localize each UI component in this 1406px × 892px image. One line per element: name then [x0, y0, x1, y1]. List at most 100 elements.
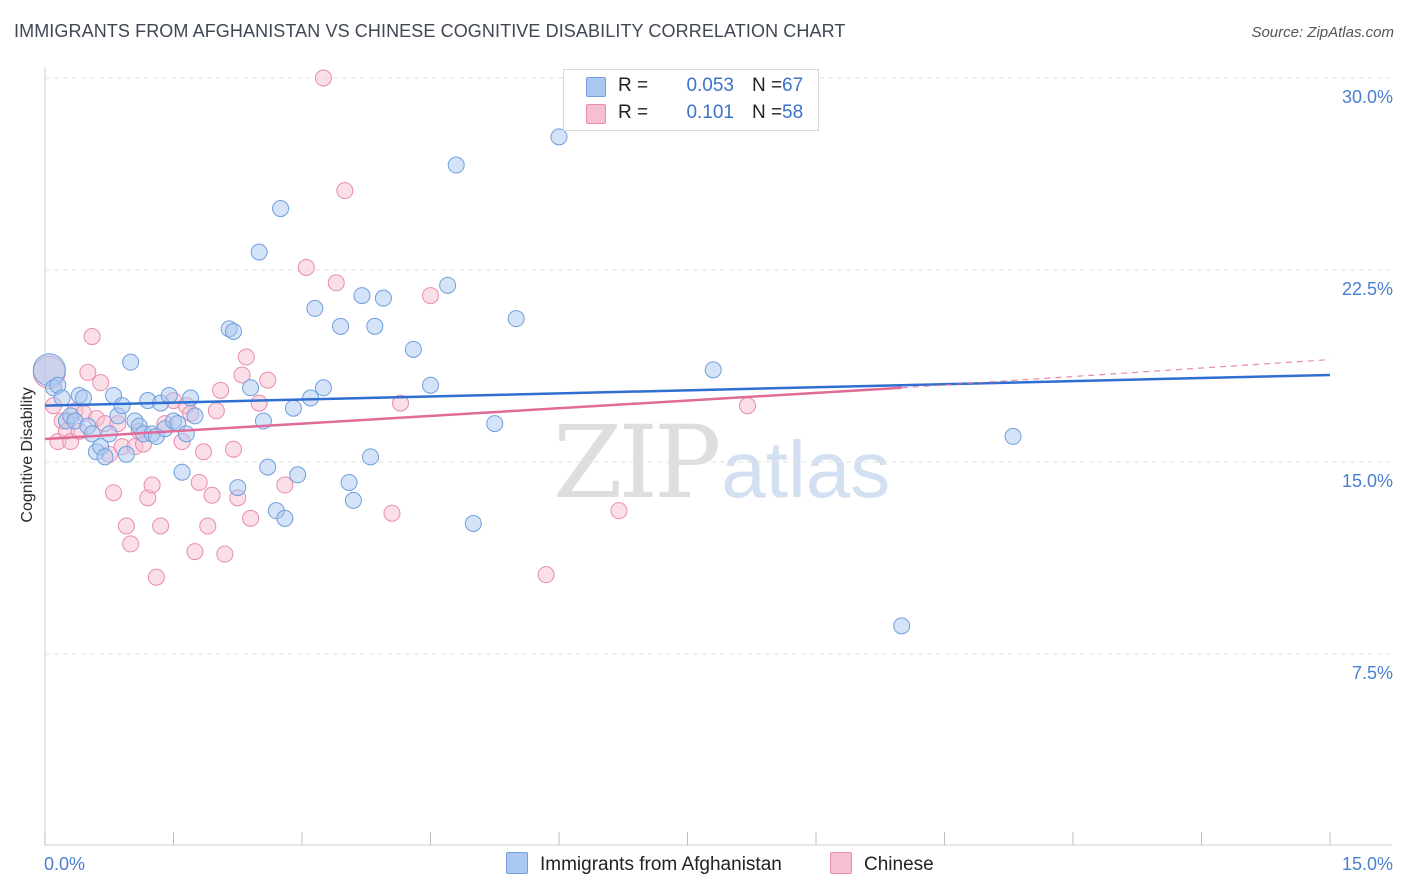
chinese-point	[610, 502, 628, 520]
chinese-point	[250, 394, 268, 412]
afghanistan-point	[439, 276, 457, 294]
chinese-point	[237, 348, 255, 366]
chinese-point	[143, 476, 161, 494]
afghanistan-point	[422, 376, 439, 394]
afghanistan-point	[550, 128, 568, 146]
afghanistan-point	[353, 287, 371, 305]
afghanistan-point	[332, 317, 350, 335]
bottom-legend-afghanistan: Immigrants from Afghanistan	[506, 852, 782, 876]
afghanistan-point	[83, 425, 101, 443]
afghanistan-point	[117, 445, 135, 463]
legend-n-value: 67	[782, 75, 804, 96]
legend-r-label: R =	[618, 75, 649, 96]
x-tick-label: 15.0%	[1342, 854, 1393, 874]
chinese-point	[199, 517, 217, 535]
y-tick-label: 15.0%	[1342, 471, 1393, 491]
axes	[44, 67, 1392, 846]
y-tick-label: 30.0%	[1342, 87, 1393, 107]
afghanistan-point	[893, 617, 911, 635]
chinese-point	[276, 476, 294, 494]
chinese-point	[152, 517, 170, 535]
bottom-legend-label: Immigrants from Afghanistan	[540, 854, 782, 875]
chinese-point	[203, 486, 221, 504]
chinese-point	[259, 371, 277, 389]
chinese-point	[422, 287, 439, 305]
afghanistan-point	[259, 458, 277, 476]
bottom-legend-swatch-pink	[830, 852, 852, 874]
stats-legend: R = 0.053 N = 67 R = 0.101 N = 58	[563, 69, 819, 131]
trend-lines	[44, 359, 1331, 441]
chinese-point	[105, 484, 123, 502]
chinese-point	[147, 568, 165, 586]
chinese-point	[392, 394, 410, 412]
chinese-point	[212, 381, 230, 399]
chinese-point	[207, 402, 225, 420]
legend-n-value: 58	[782, 102, 804, 123]
afghanistan-point	[507, 310, 525, 328]
afghanistan-point	[306, 299, 324, 317]
legend-swatch-pink	[586, 104, 606, 124]
chinese-point	[242, 509, 260, 527]
tick-labels: 7.5% 15.0% 22.5% 30.0% 0.0% 15.0%	[44, 87, 1393, 874]
afghanistan-point	[160, 386, 178, 404]
chinese-point	[738, 397, 756, 415]
chinese-point	[194, 443, 212, 461]
chinese-point	[79, 363, 97, 381]
data-points	[32, 69, 1022, 635]
afghanistan-point	[704, 361, 722, 379]
legend-swatch-blue	[586, 77, 606, 97]
afghanistan-point	[344, 491, 362, 509]
afghanistan-point	[366, 317, 384, 335]
afghanistan-point	[1004, 427, 1022, 445]
bottom-legend-chinese: Chinese	[830, 852, 934, 876]
x-tick-label: 0.0%	[44, 854, 85, 874]
afghanistan-point	[404, 340, 422, 358]
chart-title: IMMIGRANTS FROM AFGHANISTAN VS CHINESE C…	[14, 21, 846, 41]
chinese-point	[186, 543, 204, 561]
chinese-point	[122, 535, 140, 553]
afghanistan-point	[464, 514, 482, 532]
chinese-point	[216, 545, 234, 563]
chinese-point	[190, 473, 208, 491]
chinese-point	[537, 566, 555, 584]
chinese-point	[327, 274, 345, 292]
legend-n-label: N =	[752, 102, 783, 123]
afghanistan-point	[53, 389, 71, 407]
bottom-legend-swatch-blue	[506, 852, 528, 874]
afghanistan-point	[486, 415, 504, 433]
afghanistan-point	[242, 379, 260, 397]
afghanistan-point	[250, 243, 268, 261]
afghanistan-point	[314, 379, 332, 397]
afghanistan-point	[229, 479, 247, 497]
chinese-point	[224, 440, 242, 458]
afghanistan-point	[173, 463, 191, 481]
afghanistan-point	[122, 353, 140, 371]
legend-r-label: R =	[618, 102, 649, 123]
chinese-point	[383, 504, 401, 522]
legend-n-label: N =	[752, 75, 783, 96]
afghanistan-point	[362, 448, 380, 466]
afghanistan-point	[447, 156, 465, 174]
afghanistan-point	[284, 399, 302, 417]
chinese-point	[297, 258, 315, 276]
afghanistan-point	[224, 322, 242, 340]
legend-r-value: 0.101	[686, 102, 734, 123]
legend-r-value: 0.053	[686, 75, 734, 96]
afghanistan-point	[113, 397, 131, 415]
afghanistan-point	[272, 200, 290, 218]
afghanistan-point	[340, 473, 358, 491]
chinese-point	[83, 328, 101, 346]
afghanistan-point	[177, 425, 195, 443]
chinese-point	[314, 69, 332, 87]
afghanistan-point	[182, 389, 200, 407]
afghanistan-point	[186, 407, 204, 425]
afghanistan-point	[276, 509, 294, 527]
chinese-trend-extension	[901, 359, 1331, 389]
y-tick-label: 7.5%	[1352, 663, 1393, 683]
afghanistan-point	[289, 466, 307, 484]
afghanistan-point	[374, 289, 392, 307]
chinese-point	[92, 374, 110, 392]
y-tick-label: 22.5%	[1342, 279, 1393, 299]
chinese-point	[336, 182, 354, 200]
